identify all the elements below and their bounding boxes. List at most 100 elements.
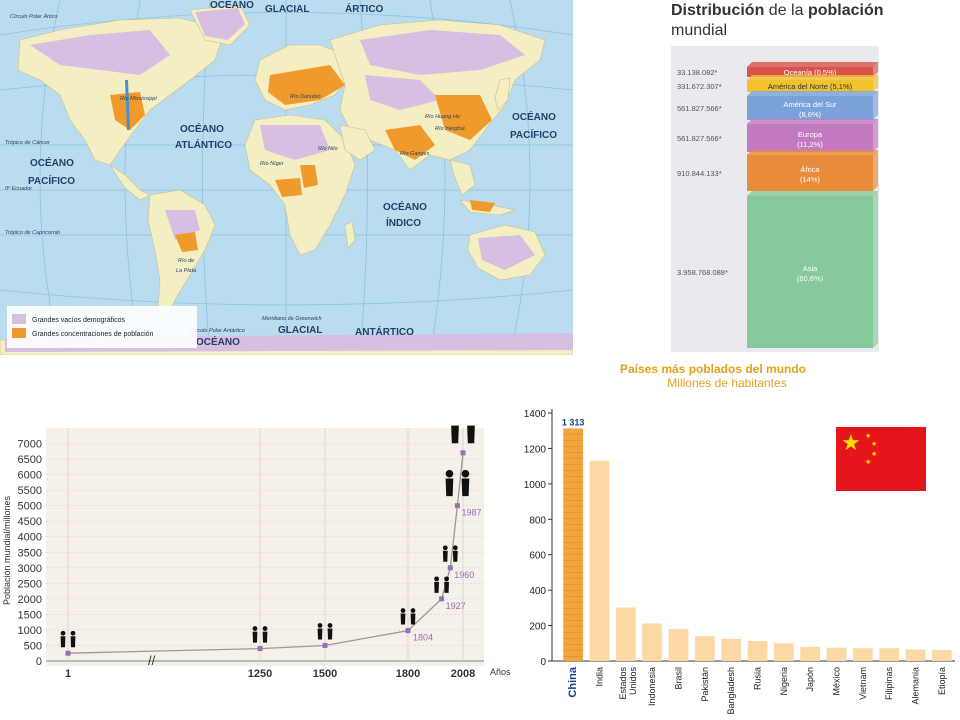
person-icon [70, 630, 76, 636]
distribution-title-part3: población [808, 2, 884, 19]
map-place-label: Río Nilo [318, 146, 338, 152]
bar [642, 623, 663, 661]
map-legend: Grandes vacíos demográficos Grandes conce… [7, 306, 197, 348]
map-place-label: Meridiano de Greenwich [262, 316, 322, 322]
flag-star-icon: ★ [871, 440, 877, 448]
line-grid [46, 428, 484, 662]
ocean-label: GLACIAL [278, 325, 322, 336]
flag-star-icon: ★ [865, 458, 871, 466]
bar-y-tick-label: 800 [529, 515, 546, 526]
line-x-tick-label: 1250 [248, 668, 272, 680]
bar-y-tick-label: 200 [529, 622, 546, 633]
south-america [147, 189, 216, 321]
distribution-block-top [747, 119, 878, 124]
bar [905, 649, 926, 661]
person-icon [252, 626, 258, 631]
distribution-block-top [747, 75, 878, 80]
people-icons [60, 425, 475, 648]
bar-x-labels: China India EstadosUnidos Indonesia Brasil Pa… [567, 666, 947, 714]
distribution-title: Distribución de la población [671, 2, 884, 19]
distribution-block [747, 155, 873, 191]
line-x-tick-label: 1800 [396, 668, 420, 680]
map-place-label: Río Danubio [290, 94, 321, 100]
ocean-label: ÍNDICO [386, 216, 421, 229]
ocean-label: OCÉANO [512, 110, 556, 123]
line-y-tick-label: 2000 [18, 594, 42, 606]
map-place-label: Río Ganges [400, 151, 430, 157]
line-y-tick-label: 1000 [18, 625, 42, 637]
distribution-percent: (8,6%) [799, 110, 822, 119]
line-x-ticks: 1 1250 1500 1800 2008 [65, 668, 475, 680]
distribution-title-part2: de la [764, 2, 808, 19]
distribution-stack: 33.138.082* Oceanía (0,5%) 331.672.307* Amé… [677, 62, 878, 348]
bar-y-tick-label: 0 [540, 657, 546, 668]
person-icon [400, 608, 406, 613]
person-body-icon [445, 478, 454, 497]
distribution-block [747, 196, 873, 348]
bar-category-label: China [567, 666, 579, 697]
distribution-value: 561.827.566* [677, 104, 722, 113]
map-place-label: Trópico de Cáncer [5, 140, 51, 146]
distribution-value: 331.672.307* [677, 82, 722, 91]
flag-big-star-icon: ★ [841, 430, 861, 455]
distribution-block-side [873, 62, 878, 77]
bar-chart-subtitle: Millones de habitantes [667, 376, 786, 390]
bar [852, 648, 873, 661]
person-icon [262, 626, 268, 631]
bar [826, 647, 847, 661]
legend-label: Grandes concentraciones de población [32, 331, 154, 338]
distribution-label: Asia [803, 264, 818, 273]
ocean-label: PACÍFICO [510, 128, 557, 141]
person-body-icon [400, 613, 406, 625]
line-y-tick-label: 5500 [18, 485, 42, 497]
line-point-label: 1927 [446, 601, 466, 611]
rivers [125, 80, 130, 130]
bar [668, 629, 689, 661]
legend-swatch [12, 314, 26, 324]
ocean-label: OCÉANO [383, 200, 427, 213]
line-x-axis-label: Años [490, 667, 511, 677]
bar-y-tick-label: 1400 [524, 409, 547, 420]
line-y-tick-label: 6500 [18, 454, 42, 466]
bar-category-label: India [595, 667, 605, 687]
person-body-icon [410, 613, 416, 625]
line-points [65, 450, 466, 656]
person-icon [442, 545, 448, 551]
line-y-tick-label: 3500 [18, 547, 42, 559]
most-populous-countries-chart: Países más poblados del mundo Millones d… [515, 360, 960, 720]
person-icon [317, 623, 323, 628]
ocean-label: ATLÁNTICO [175, 138, 232, 151]
distribution-label: Oceanía (0,5%) [784, 68, 837, 77]
ocean-label: PACÍFICO [28, 174, 75, 187]
bar [563, 428, 584, 661]
ocean-label: ANTÁRTICO [355, 325, 414, 338]
map-place-label: Río Huang Ho [425, 114, 460, 120]
china-flag: ★ ★ ★ ★ ★ [836, 427, 926, 491]
legend-swatch [12, 328, 26, 338]
person-body-icon [444, 581, 449, 593]
person-body-icon [434, 581, 439, 593]
distribution-percent: (11,2%) [797, 140, 823, 149]
distribution-percent: (14%) [800, 175, 821, 184]
bar-bars: 1 313 [562, 417, 952, 661]
bar-category-label: Pakistán [700, 667, 710, 702]
bar-category-label: Rusia [753, 667, 763, 690]
bar-category-label: Etiopía [937, 667, 947, 695]
map-place-label: 0º Ecuador [5, 185, 33, 192]
line-y-tick-label: 6000 [18, 470, 42, 482]
bar-category-label-line2: Unidos [628, 667, 638, 696]
person-icon [461, 469, 470, 478]
map-place-label: Río Mississippi [120, 96, 157, 102]
bar [931, 650, 952, 661]
map-legend-box [7, 306, 197, 348]
distribution-block-top [747, 150, 878, 155]
line-point [454, 503, 460, 509]
map-place-label: Círculo Polar Antártico [190, 328, 245, 334]
place-labels: Círculo Polar Ártico Trópico de Cáncer 0º … [5, 13, 465, 334]
ocean-labels: OCÉANO GLACIAL ÁRTICO OCÉANO ATLÁNTICO OCÉANO… [28, 0, 557, 348]
bar [589, 460, 610, 661]
bar-category-label: Alemania [911, 667, 921, 705]
bar-value-label: 1 313 [562, 417, 585, 427]
bar [773, 643, 794, 661]
line-y-tick-label: 500 [24, 640, 42, 652]
